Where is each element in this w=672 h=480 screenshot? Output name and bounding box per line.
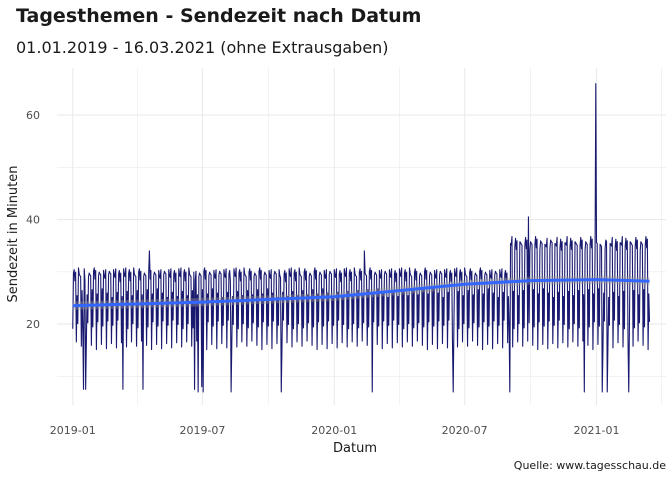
x-axis-title: Datum xyxy=(333,441,377,456)
x-tick-label: 2020-01 xyxy=(311,424,357,437)
y-tick-label: 40 xyxy=(26,214,40,227)
x-tick-label: 2021-01 xyxy=(574,424,620,437)
chart-caption: Quelle: www.tagesschau.de xyxy=(513,459,666,472)
daily-series-line xyxy=(72,83,651,393)
chart-title: Tagesthemen - Sendezeit nach Datum xyxy=(16,5,422,27)
y-tick-label: 20 xyxy=(26,318,40,331)
chart-subtitle: 01.01.2019 - 16.03.2021 (ohne Extrausgab… xyxy=(16,38,389,57)
y-axis-title: Sendezeit in Minuten xyxy=(6,165,21,302)
y-tick-label: 60 xyxy=(26,109,40,122)
x-tick-label: 2019-07 xyxy=(179,424,225,437)
x-tick-label: 2020-07 xyxy=(442,424,488,437)
x-tick-label: 2019-01 xyxy=(50,424,96,437)
smooth-trend-line xyxy=(72,278,650,308)
